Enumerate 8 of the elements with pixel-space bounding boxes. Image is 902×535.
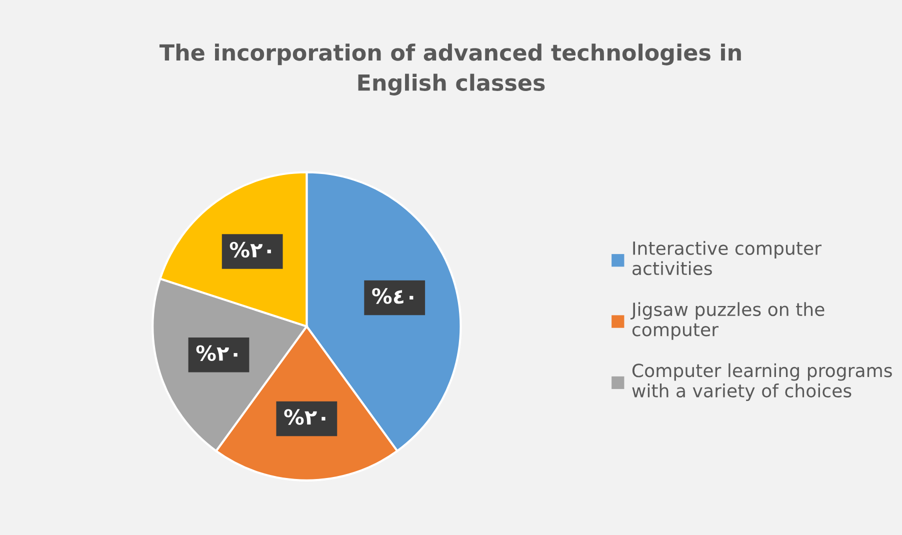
chart-title: The incorporation of advanced technologies in English classes (159, 44, 741, 96)
legend-label: Jigsaw puzzles on the computer (630, 302, 824, 340)
data-label: %٢٠ (284, 409, 326, 425)
data-label: %٤٠ (372, 288, 414, 304)
data-label: %٢٠ (230, 242, 271, 258)
legend-label: Interactive computer activities (632, 240, 822, 276)
legend-label: Computer learning programs with a variety of choices (632, 363, 892, 402)
data-label: %٢٠ (196, 345, 238, 361)
